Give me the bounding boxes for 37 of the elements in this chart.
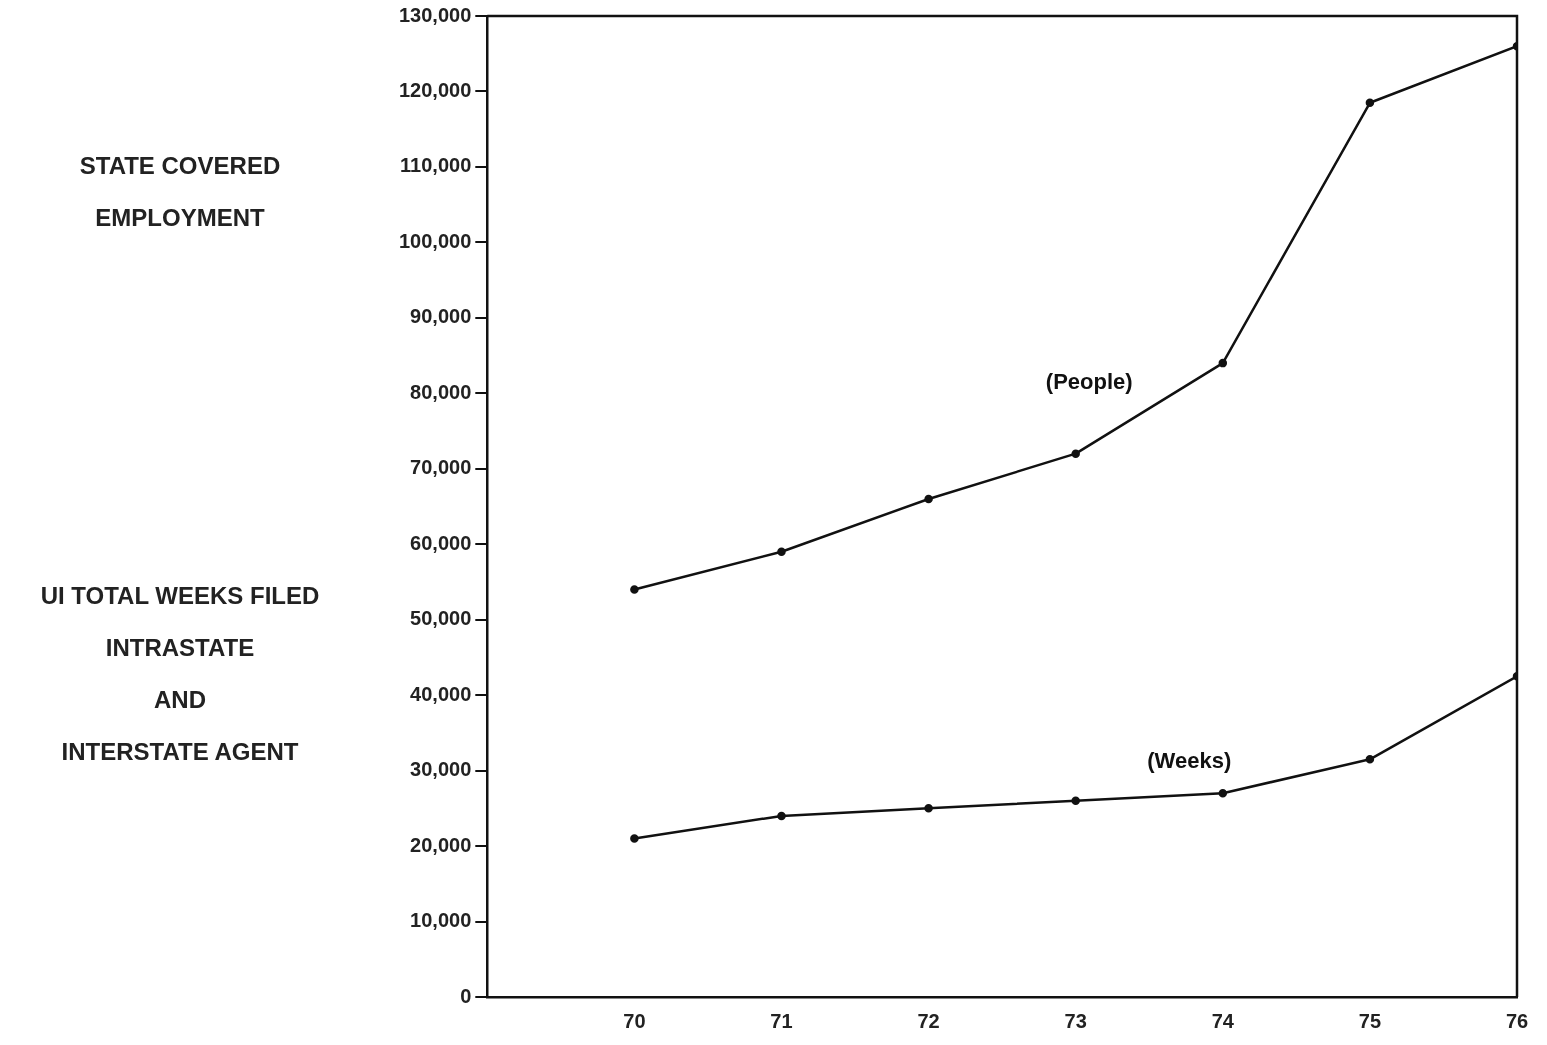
y-tick-label: 50,000	[410, 607, 472, 630]
text: STATE COVERED EMPLOYMENT	[78, 151, 282, 233]
y-tick-label: 80,000	[410, 380, 472, 403]
y-tick-label: 0	[460, 984, 472, 1007]
x-tick-label: 71	[770, 1009, 793, 1032]
y-tick-label: 130,000	[399, 3, 472, 26]
x-tick-label: 72	[917, 1009, 940, 1032]
point	[1365, 98, 1375, 108]
point	[630, 585, 639, 594]
series-label: (Weeks)	[1147, 748, 1232, 774]
point	[777, 811, 786, 821]
y-tick-label: 70,000	[410, 456, 472, 479]
y-tick-label: 30,000	[410, 758, 472, 781]
y-tick-label: 20,000	[410, 833, 472, 856]
x-tick-label: 75	[1358, 1009, 1382, 1032]
point	[1218, 789, 1228, 798]
y-tick-label: 10,000	[410, 909, 472, 932]
y-tick-label: 90,000	[410, 305, 472, 328]
y-tick-label: 110,000	[400, 154, 472, 177]
x-tick-label: 73	[1064, 1009, 1087, 1032]
point	[924, 494, 933, 504]
point	[1071, 796, 1080, 806]
y-tick-label: 120,000	[399, 78, 472, 101]
point	[1365, 755, 1375, 764]
point	[1218, 358, 1228, 368]
text: UI TOTAL WEEKS FILED INTRASTATE AND INTERSTATE AGENT	[39, 581, 321, 767]
y-tick-label: 40,000	[410, 682, 472, 705]
series-label: (People)	[1045, 369, 1133, 395]
x-tick-label: 70	[623, 1009, 646, 1032]
point	[924, 804, 933, 813]
x-tick-label: 74	[1211, 1009, 1235, 1032]
point	[630, 834, 639, 843]
point	[777, 547, 786, 557]
y-tick-label: 100,000	[399, 229, 472, 252]
y-tick-label: 60,000	[410, 531, 472, 554]
point	[1071, 449, 1080, 458]
x-tick-label: 76	[1505, 1009, 1529, 1032]
